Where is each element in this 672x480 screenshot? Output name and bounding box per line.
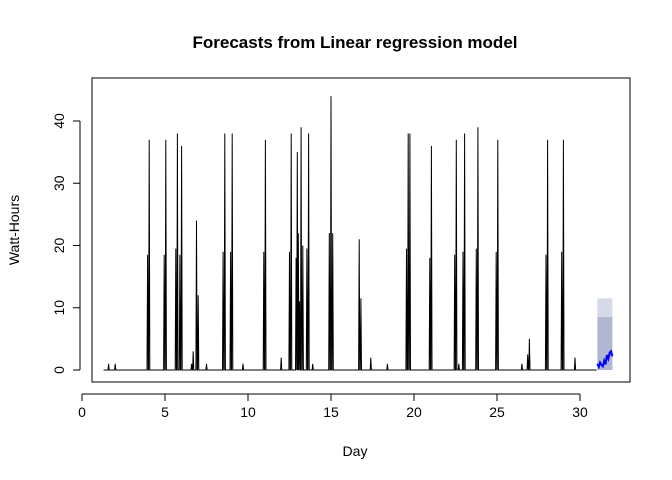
y-axis: 0 10 20 30 40 [51,113,81,374]
x-tick-label: 30 [572,404,588,420]
y-tick-label: 20 [51,238,67,254]
y-axis-label: Watt-Hours [6,195,22,265]
x-axis-label: Day [343,443,368,459]
x-tick-label: 0 [78,404,86,420]
forecast-line [596,349,614,370]
y-tick-label: 40 [51,113,67,129]
chart-title: Forecasts from Linear regression model [193,33,518,52]
observed-line [103,96,597,371]
x-tick-label: 10 [240,404,256,420]
y-tick-label: 10 [51,300,67,316]
plot-area-frame [91,77,631,383]
y-tick-label: 30 [51,175,67,191]
forecast-series [596,349,614,370]
x-tick-label: 25 [489,404,505,420]
x-tick-label: 5 [161,404,169,420]
x-tick-label: 15 [323,404,339,420]
prediction-intervals [597,298,613,370]
observed-series [103,96,597,371]
x-axis: 0 5 10 15 20 25 30 [78,393,588,420]
x-tick-label: 20 [406,404,422,420]
y-tick-label: 0 [51,366,67,374]
